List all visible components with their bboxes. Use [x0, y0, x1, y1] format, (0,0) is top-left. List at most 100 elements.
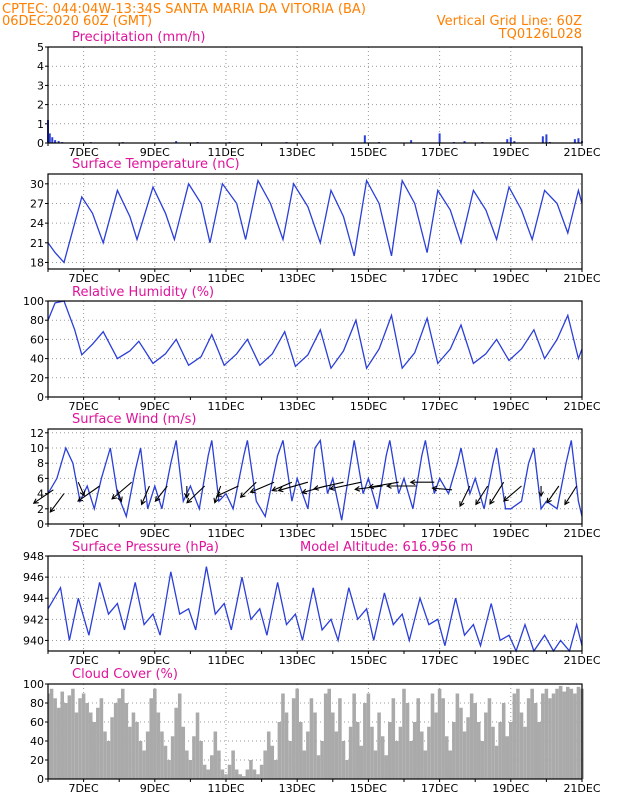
cloud-bar: [160, 731, 164, 779]
cloud-bar: [441, 698, 445, 779]
cloud-bar: [505, 736, 510, 779]
wind-arrow-shaft: [155, 485, 168, 502]
x-tick-label: 21DEC: [563, 272, 600, 285]
cloud-bar: [384, 755, 388, 779]
cloud-bar: [56, 707, 61, 779]
header-station: CPTEC: 044:04W-13:34S SANTA MARIA DA VIT…: [2, 2, 366, 17]
wind-arrow-head: [431, 485, 438, 492]
wind-arrow-shaft: [546, 485, 560, 504]
wind-arrow: [154, 485, 168, 502]
cloud-bar: [355, 722, 360, 779]
wind-arrow: [111, 481, 133, 500]
wind-arrow-head: [312, 485, 320, 491]
wind-arrow-head: [385, 483, 392, 489]
cloud-bar: [174, 707, 178, 779]
wind-arrow-head: [475, 499, 481, 506]
y-tick-label: 20: [30, 372, 44, 385]
x-tick-label: 9DEC: [140, 782, 170, 795]
cloud-bar: [469, 693, 474, 779]
cloud-bar: [448, 750, 453, 779]
y-tick-label: 6: [37, 472, 44, 485]
cloud-bar: [576, 686, 581, 779]
wind-arrow-head: [538, 491, 544, 498]
wind-arrow: [140, 485, 150, 506]
cloud-bar: [249, 760, 253, 779]
x-tick-label: 21DEC: [563, 400, 600, 413]
cloud-bar: [64, 703, 68, 779]
cloud-bar: [334, 731, 339, 779]
cloud-bar: [498, 722, 502, 779]
wind-title: Surface Wind (m/s): [72, 412, 196, 427]
cloud-bar: [387, 722, 392, 779]
precip-bar: [175, 141, 178, 143]
y-tick-label: 21: [30, 237, 44, 250]
wind-arrow-head: [502, 496, 509, 502]
y-tick-label: 3: [37, 79, 44, 92]
y-tick-label: 0: [37, 391, 44, 404]
cloud-bar: [341, 741, 346, 779]
y-tick-label: 18: [30, 256, 44, 269]
y-tick-label: 100: [23, 295, 44, 308]
wind-arrow: [249, 481, 275, 494]
cloud-bar: [195, 712, 200, 779]
cloud-bar: [569, 688, 574, 779]
cloud-bar: [49, 688, 54, 779]
x-tick-label: 19DEC: [492, 272, 529, 285]
cloud-bar: [573, 693, 577, 779]
wind-arrow-shaft: [111, 481, 133, 500]
x-tick-label: 7DEC: [69, 272, 99, 285]
wind-arrow-head: [117, 496, 123, 503]
cloud-bar: [359, 745, 364, 779]
x-tick-label: 9DEC: [140, 527, 170, 540]
cloud-bar: [192, 736, 196, 779]
cloud-bar: [452, 722, 456, 779]
cloud-bar: [145, 731, 150, 779]
precip-bar: [363, 135, 366, 143]
cloud-bar: [395, 741, 399, 779]
x-tick-label: 17DEC: [421, 146, 458, 159]
cloud-bar: [352, 693, 356, 779]
humidity-panel: Relative Humidity (%) 0 20 40 60 80 100 7DEC 9D…: [23, 285, 601, 413]
x-tick-label: 7DEC: [69, 400, 99, 413]
y-tick-label: 5: [37, 41, 44, 54]
cloud-bar: [142, 750, 146, 779]
y-tick-label: 2: [37, 99, 44, 112]
y-tick-label: 944: [23, 592, 44, 605]
cloud-bar: [402, 688, 406, 779]
cloud-bar: [398, 726, 403, 779]
precip-bar: [513, 141, 516, 143]
cloud-bar: [501, 703, 506, 779]
cloud-bar: [541, 693, 545, 779]
wind-arrow: [475, 485, 489, 506]
wind-arrow: [116, 489, 123, 503]
y-tick-label: 60: [30, 333, 44, 346]
x-tick-label: 13DEC: [279, 654, 316, 667]
x-tick-label: 13DEC: [279, 400, 316, 413]
x-tick-label: 17DEC: [421, 782, 458, 795]
cloud-bar: [206, 769, 210, 779]
cloud-bar: [544, 688, 549, 779]
wind-arrow-head: [186, 497, 192, 504]
cloud-bar: [348, 726, 353, 779]
cloud-bar: [181, 726, 186, 779]
wind-arrow-shaft: [141, 485, 150, 505]
x-tick-label: 21DEC: [563, 782, 600, 795]
y-tick-label: 4: [37, 488, 44, 501]
cloud-bar: [266, 731, 271, 779]
cloud-bar: [234, 769, 239, 779]
wind-arrow: [546, 485, 560, 504]
x-tick-label: 19DEC: [492, 400, 529, 413]
y-tick-label: 24: [30, 217, 44, 230]
cloud-bar: [487, 698, 492, 779]
precip-bar: [545, 134, 548, 143]
precip-bar: [541, 136, 544, 143]
cloud-bar: [533, 703, 538, 779]
cloud-bar: [562, 691, 566, 779]
cloud-bar: [245, 769, 250, 779]
x-tick-label: 15DEC: [350, 527, 387, 540]
cloud-bar: [548, 698, 552, 779]
wind-arrow-shaft: [475, 485, 489, 505]
x-tick-label: 11DEC: [207, 146, 244, 159]
x-tick-label: 9DEC: [140, 272, 170, 285]
cloud-bar: [217, 750, 221, 779]
